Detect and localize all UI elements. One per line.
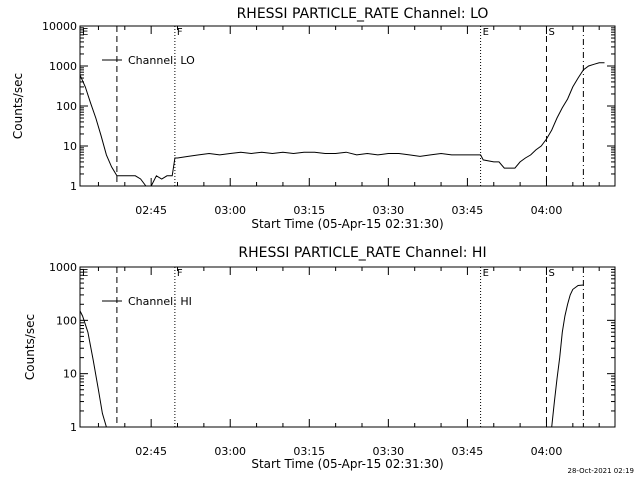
x-axis-label: Start Time (05-Apr-15 02:31:30) xyxy=(251,457,443,471)
timestamp-label: 28-Oct-2021 02:19 xyxy=(568,467,634,475)
hi-channel-panel: RHESSI PARTICLE_RATE Channel: HI 1 10 100 10… xyxy=(23,245,616,471)
event-marker-label: E xyxy=(82,268,88,279)
y-axis-label: Counts/sec xyxy=(23,314,37,380)
x-tick-label: 03:15 xyxy=(293,204,325,217)
event-marker-label: E xyxy=(82,27,88,38)
event-marker-label: F xyxy=(177,27,183,38)
event-marker-label: F xyxy=(177,268,183,279)
y-axis-label: Counts/sec xyxy=(11,73,25,139)
y-tick-label: 1000 xyxy=(49,261,77,274)
chart-title: RHESSI PARTICLE_RATE Channel: LO xyxy=(237,6,489,22)
y-tick-label: 1 xyxy=(70,180,77,193)
x-tick-label: 03:45 xyxy=(452,204,484,217)
y-tick-label: 10000 xyxy=(42,20,77,33)
x-tick-label: 03:15 xyxy=(293,445,325,458)
x-tick-label: 02:45 xyxy=(135,204,167,217)
y-tick-label: 10 xyxy=(63,368,77,381)
x-tick-label: 03:45 xyxy=(452,445,484,458)
y-tick-label: 100 xyxy=(56,314,77,327)
x-tick-label: 02:45 xyxy=(135,445,167,458)
series-line xyxy=(80,62,605,186)
event-marker-label: E xyxy=(483,27,489,38)
x-tick-label: 03:30 xyxy=(372,204,404,217)
x-tick-label: 03:00 xyxy=(214,445,246,458)
x-tick-label: 03:00 xyxy=(214,204,246,217)
event-marker-label: S xyxy=(548,268,554,279)
plot-frame xyxy=(79,25,616,187)
legend-label: Channel: LO xyxy=(128,54,195,67)
x-tick-label: 04:00 xyxy=(531,204,563,217)
x-tick-label: 04:00 xyxy=(531,445,563,458)
event-marker-label: S xyxy=(548,27,554,38)
x-tick-label: 03:30 xyxy=(372,445,404,458)
y-tick-label: 10 xyxy=(63,140,77,153)
legend-label: Channel: HI xyxy=(128,295,192,308)
event-marker-label: E xyxy=(483,268,489,279)
y-tick-label: 1 xyxy=(70,421,77,434)
y-tick-label: 1000 xyxy=(49,60,77,73)
plot-frame xyxy=(79,266,616,428)
x-axis-label: Start Time (05-Apr-15 02:31:30) xyxy=(251,217,443,231)
y-tick-label: 100 xyxy=(56,100,77,113)
series-line xyxy=(80,284,584,427)
chart-title: RHESSI PARTICLE_RATE Channel: HI xyxy=(238,245,486,261)
lo-channel-panel: RHESSI PARTICLE_RATE Channel: LO 1 10 100 10… xyxy=(11,6,616,231)
